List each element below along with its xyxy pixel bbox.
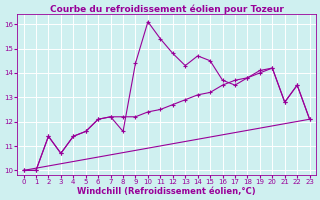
Title: Courbe du refroidissement éolien pour Tozeur: Courbe du refroidissement éolien pour To…: [50, 4, 284, 14]
X-axis label: Windchill (Refroidissement éolien,°C): Windchill (Refroidissement éolien,°C): [77, 187, 256, 196]
